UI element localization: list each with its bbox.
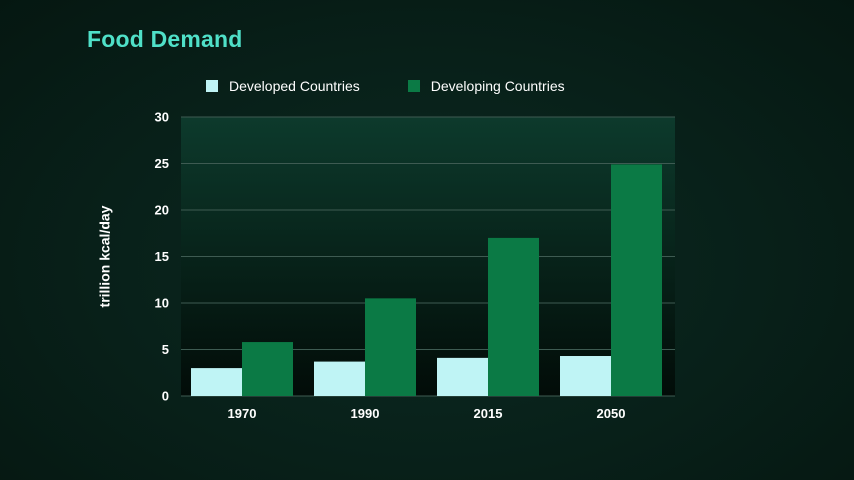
y-tick-label-15: 15 — [155, 249, 169, 264]
y-tick-label-0: 0 — [162, 389, 169, 404]
y-tick-label-30: 30 — [155, 110, 169, 125]
bar-developed-2050 — [560, 356, 611, 396]
y-tick-label-5: 5 — [162, 342, 169, 357]
x-tick-label-1970: 1970 — [228, 406, 257, 421]
bar-developed-1970 — [191, 368, 242, 396]
chart-title: Food Demand — [87, 26, 243, 52]
x-tick-label-2050: 2050 — [597, 406, 626, 421]
x-tick-label-1990: 1990 — [351, 406, 380, 421]
bar-developed-1990 — [314, 361, 365, 396]
bar-developing-1970 — [242, 342, 293, 396]
legend-swatch-developing — [407, 80, 420, 92]
y-tick-label-25: 25 — [155, 156, 169, 171]
y-tick-label-20: 20 — [155, 203, 169, 218]
legend-label-developing: Developing Countries — [430, 78, 565, 94]
bar-developing-2015 — [488, 237, 539, 396]
legend-swatch-developed — [206, 80, 218, 92]
y-tick-labels: 0 5 10 15 20 25 30 — [155, 110, 169, 404]
bar-developing-1990 — [365, 298, 416, 396]
y-tick-label-10: 10 — [155, 296, 169, 311]
chart-legend: Developed Countries Developing Countries — [206, 78, 565, 94]
y-axis-title: trillion kcal/day — [97, 205, 113, 307]
bars — [191, 164, 662, 396]
legend-label-developed: Developed Countries — [229, 78, 360, 94]
x-tick-labels: 1970 1990 2015 2050 — [228, 406, 626, 421]
bar-developed-2015 — [437, 357, 488, 396]
legend-item-developed: Developed Countries — [206, 78, 360, 94]
bar-developing-2050 — [611, 164, 662, 396]
x-tick-label-2015: 2015 — [474, 406, 503, 421]
legend-item-developing: Developing Countries — [407, 78, 565, 94]
